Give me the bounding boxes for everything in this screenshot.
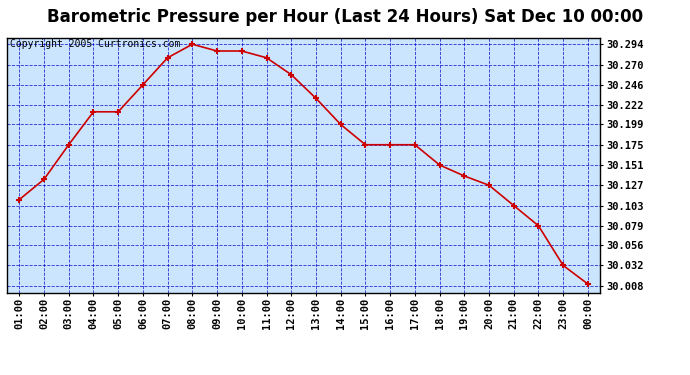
Text: Barometric Pressure per Hour (Last 24 Hours) Sat Dec 10 00:00: Barometric Pressure per Hour (Last 24 Ho…	[47, 8, 643, 26]
Text: Copyright 2005 Curtronics.com: Copyright 2005 Curtronics.com	[10, 39, 180, 49]
